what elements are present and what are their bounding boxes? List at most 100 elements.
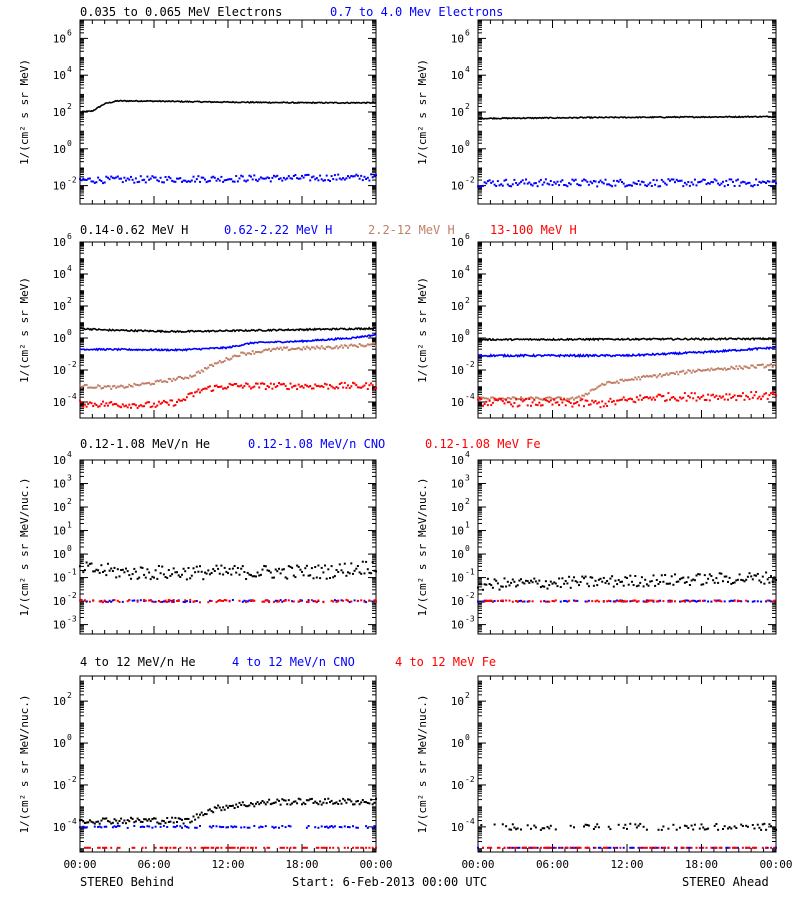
y-axis-label: 1/(cm² s sr MeV) — [18, 277, 31, 383]
data-point — [79, 399, 81, 402]
data-point — [83, 846, 86, 849]
data-point — [637, 398, 640, 401]
data-point — [241, 600, 244, 603]
data-point — [528, 600, 531, 603]
data-point — [103, 599, 106, 602]
data-point — [631, 378, 633, 381]
data-point — [477, 398, 479, 401]
data-point — [493, 578, 496, 581]
data-point — [162, 181, 165, 184]
data-point — [116, 599, 119, 602]
data-point — [141, 846, 144, 849]
data-point — [238, 573, 241, 576]
data-point — [361, 344, 364, 347]
data-point — [640, 576, 643, 579]
data-point — [333, 825, 336, 828]
data-point — [246, 846, 249, 849]
y-tick-label: 10 — [451, 695, 464, 708]
data-point — [523, 182, 526, 185]
data-point — [682, 396, 685, 399]
data-point — [521, 397, 524, 400]
data-point — [604, 383, 607, 386]
data-point — [604, 178, 607, 181]
y-tick-label: 10 — [451, 478, 464, 491]
data-point — [751, 824, 754, 826]
data-point — [498, 397, 501, 400]
data-point — [266, 599, 269, 602]
data-point — [225, 570, 228, 573]
data-point — [172, 599, 175, 601]
data-point — [222, 361, 225, 363]
data-point — [564, 184, 567, 187]
data-point — [621, 398, 623, 401]
data-point — [166, 817, 169, 819]
data-point — [330, 385, 333, 388]
data-point — [482, 600, 484, 603]
data-point — [693, 599, 696, 602]
data-point — [220, 175, 223, 178]
series — [477, 115, 777, 120]
data-point — [755, 178, 758, 181]
data-point — [340, 569, 343, 572]
data-point — [103, 181, 106, 184]
data-point — [677, 580, 680, 583]
data-point — [635, 600, 638, 603]
data-point — [670, 575, 673, 578]
y-axis-label: 1/(cm² s sr MeV/nuc.) — [416, 694, 429, 833]
data-point — [685, 371, 688, 374]
data-point — [348, 176, 351, 179]
data-point — [269, 571, 272, 574]
data-point — [539, 846, 542, 849]
data-point — [302, 386, 305, 389]
data-point — [253, 174, 256, 177]
data-point — [210, 846, 213, 849]
data-point — [153, 402, 155, 405]
data-point — [309, 385, 312, 387]
data-point — [511, 600, 514, 603]
data-point — [113, 818, 116, 821]
data-point — [276, 385, 279, 387]
data-point — [179, 177, 182, 180]
data-point — [765, 600, 768, 603]
y-tick-label: 10 — [53, 69, 66, 82]
data-point — [685, 399, 688, 402]
data-point — [93, 181, 96, 184]
data-point — [121, 403, 124, 406]
data-point — [204, 813, 206, 815]
data-point — [305, 564, 308, 567]
data-point — [604, 846, 607, 849]
data-point — [639, 822, 642, 825]
data-point — [207, 846, 210, 849]
data-point — [667, 582, 670, 585]
data-point — [371, 846, 374, 849]
data-point — [513, 402, 516, 404]
data-point — [601, 580, 604, 583]
data-point — [371, 803, 374, 806]
data-point — [220, 599, 223, 602]
data-point — [338, 383, 341, 385]
data-point — [327, 797, 330, 800]
data-point — [745, 599, 748, 602]
data-point — [622, 182, 625, 185]
data-point — [505, 599, 508, 602]
data-point — [614, 579, 617, 582]
data-point — [533, 846, 536, 849]
data-point — [98, 178, 101, 181]
data-point — [133, 403, 136, 406]
data-point — [363, 572, 366, 575]
data-point — [735, 579, 738, 582]
data-point — [657, 846, 660, 849]
data-point — [181, 399, 183, 402]
data-point — [241, 846, 244, 849]
data-point — [373, 801, 376, 804]
data-point — [667, 846, 670, 849]
data-point — [199, 813, 201, 816]
legend-label: 0.12-1.08 MeV/n CNO — [248, 437, 385, 451]
data-point — [733, 185, 736, 187]
data-point — [368, 343, 371, 346]
data-point — [770, 846, 772, 849]
data-point — [208, 808, 211, 811]
data-point — [312, 346, 315, 349]
data-point — [256, 801, 259, 804]
